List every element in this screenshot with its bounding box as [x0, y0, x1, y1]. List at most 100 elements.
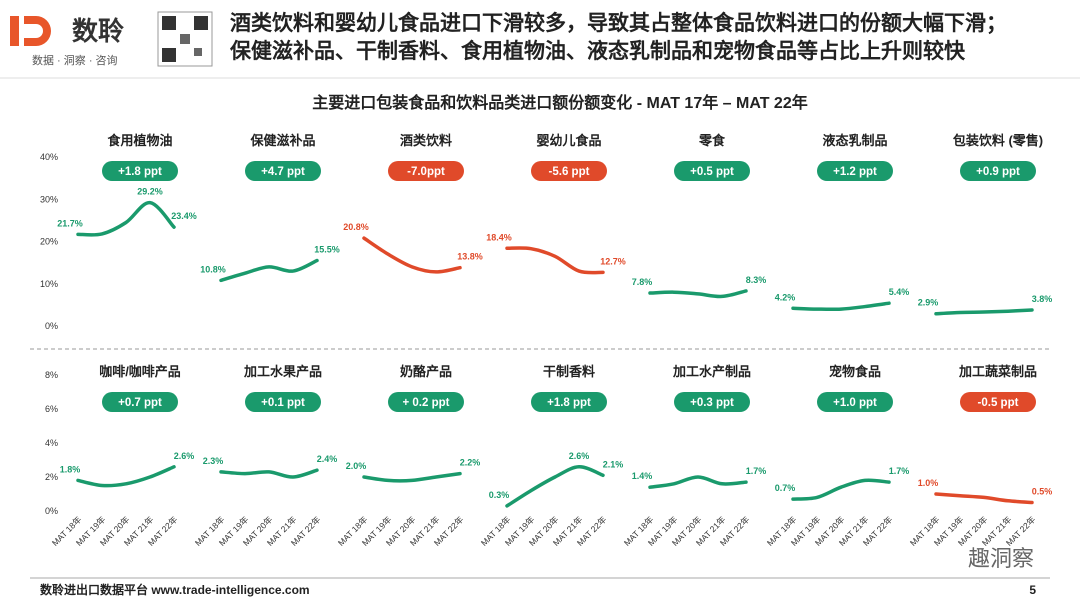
- series-line: [791, 301, 891, 312]
- qr-block: [180, 34, 190, 44]
- y-tick-label: 10%: [40, 279, 58, 289]
- data-label: 3.8%: [1032, 294, 1053, 304]
- change-label: +0.5 ppt: [690, 166, 734, 178]
- series-line: [362, 471, 462, 483]
- series-line: [791, 478, 891, 501]
- change-badge: [674, 392, 750, 412]
- change-badge: [102, 392, 178, 412]
- data-label: 2.9%: [918, 298, 939, 308]
- y-tick-label: 0%: [45, 506, 58, 516]
- data-label: 0.7%: [775, 483, 796, 493]
- footer-source: 数聆进出口数据平台 www.trade-intelligence.com: [40, 582, 310, 597]
- series-line: [362, 236, 462, 274]
- qr-block: [162, 48, 176, 62]
- data-label: 2.6%: [569, 451, 590, 461]
- change-label: +1.8 ppt: [118, 166, 162, 178]
- chart-title: 零食: [698, 133, 726, 148]
- series-line: [648, 475, 748, 489]
- change-badge: [102, 161, 178, 181]
- small-multiple: 包装饮料 (零售) +0.9 ppt 2.9% 3.8%: [918, 133, 1053, 316]
- chart-title: 保健滋补品: [249, 133, 315, 148]
- small-multiple: 保健滋补品 +4.7 ppt 10.8% 15.5%: [200, 133, 340, 283]
- chart-title: 液态乳制品: [822, 133, 887, 148]
- data-label: 1.7%: [889, 466, 910, 476]
- change-badge: [817, 161, 893, 181]
- series-line: [648, 289, 748, 299]
- change-badge: [674, 161, 750, 181]
- y-tick-label: 20%: [40, 237, 58, 247]
- qr-block: [194, 48, 202, 56]
- data-label: 1.7%: [746, 466, 767, 476]
- change-badge: [245, 161, 321, 181]
- data-label: 2.3%: [203, 456, 224, 466]
- chart-title: 咖啡/咖啡产品: [99, 364, 181, 379]
- small-multiple: 零食 +0.5 ppt 7.8% 8.3%: [632, 133, 767, 299]
- change-label: -7.0ppt: [407, 166, 445, 178]
- change-label: +1.8 ppt: [547, 397, 591, 409]
- data-label: 13.8%: [457, 252, 483, 262]
- logo-d: [24, 16, 51, 46]
- data-label: 21.7%: [57, 218, 83, 228]
- data-label: 2.6%: [174, 451, 195, 461]
- change-badge: [960, 392, 1036, 412]
- data-label: 8.3%: [746, 275, 767, 285]
- data-label: 4.2%: [775, 292, 796, 302]
- data-label: 5.4%: [889, 287, 910, 297]
- data-label: 18.4%: [486, 232, 512, 242]
- chart-title: 宠物食品: [829, 364, 881, 379]
- small-multiple: 液态乳制品 +1.2 ppt 4.2% 5.4%: [775, 133, 910, 312]
- data-label: 20.8%: [343, 222, 369, 232]
- chart-title: 加工水果产品: [243, 364, 322, 379]
- change-label: +1.0 ppt: [833, 397, 877, 409]
- series-line: [934, 308, 1034, 316]
- y-tick-label: 4%: [45, 438, 58, 448]
- data-label: 0.3%: [489, 490, 510, 500]
- logo: [10, 16, 51, 46]
- change-label: -0.5 ppt: [978, 397, 1019, 409]
- change-label: + 0.2 ppt: [403, 397, 450, 409]
- small-multiple: 婴幼儿食品 -5.6 ppt 18.4% 12.7%: [486, 133, 626, 275]
- data-label: 2.4%: [317, 454, 338, 464]
- change-badge: [531, 392, 607, 412]
- change-badge: [817, 392, 893, 412]
- change-badge: [388, 161, 464, 181]
- data-label: 1.4%: [632, 471, 653, 481]
- qr-block: [194, 16, 208, 30]
- y-tick-label: 8%: [45, 370, 58, 380]
- change-badge: [531, 161, 607, 181]
- watermark: 趣洞察: [968, 546, 1034, 571]
- chart-title: 加工水产制品: [672, 364, 751, 379]
- change-badge: [388, 392, 464, 412]
- series-line: [505, 465, 605, 508]
- y-tick-label: 6%: [45, 404, 58, 414]
- chart-title: 包装饮料 (零售): [953, 133, 1043, 148]
- change-label: +0.9 ppt: [976, 166, 1020, 178]
- data-label: 10.8%: [200, 264, 226, 274]
- y-tick-label: 40%: [40, 152, 58, 162]
- qr-code: [157, 11, 213, 67]
- chart-title: 加工蔬菜制品: [958, 364, 1037, 379]
- series-line: [219, 468, 319, 479]
- data-label: 15.5%: [314, 245, 340, 255]
- brand: 数聆: [72, 16, 124, 46]
- series-line: [934, 492, 1034, 505]
- data-label: 0.5%: [1032, 487, 1053, 497]
- series-line: [76, 200, 176, 237]
- figure-title: 主要进口包装食品和饮料品类进口额份额变化 - MAT 17年 – MAT 22年: [312, 93, 807, 112]
- data-label: 1.0%: [918, 478, 939, 488]
- change-label: +1.2 ppt: [833, 166, 877, 178]
- change-label: +0.3 ppt: [690, 397, 734, 409]
- data-label: 2.0%: [346, 461, 367, 471]
- chart-title: 干制香料: [543, 364, 595, 379]
- series-line: [219, 258, 319, 283]
- series-line: [505, 246, 605, 275]
- y-tick-label: 30%: [40, 194, 58, 204]
- headline: 酒类饮料和婴幼儿食品进口下滑较多，导致其占整体食品饮料进口的份额大幅下滑；: [230, 11, 1007, 35]
- change-label: -5.6 ppt: [549, 166, 590, 178]
- data-label: 12.7%: [600, 256, 626, 266]
- y-tick-label: 0%: [45, 321, 58, 331]
- chart-title: 酒类饮料: [400, 133, 452, 148]
